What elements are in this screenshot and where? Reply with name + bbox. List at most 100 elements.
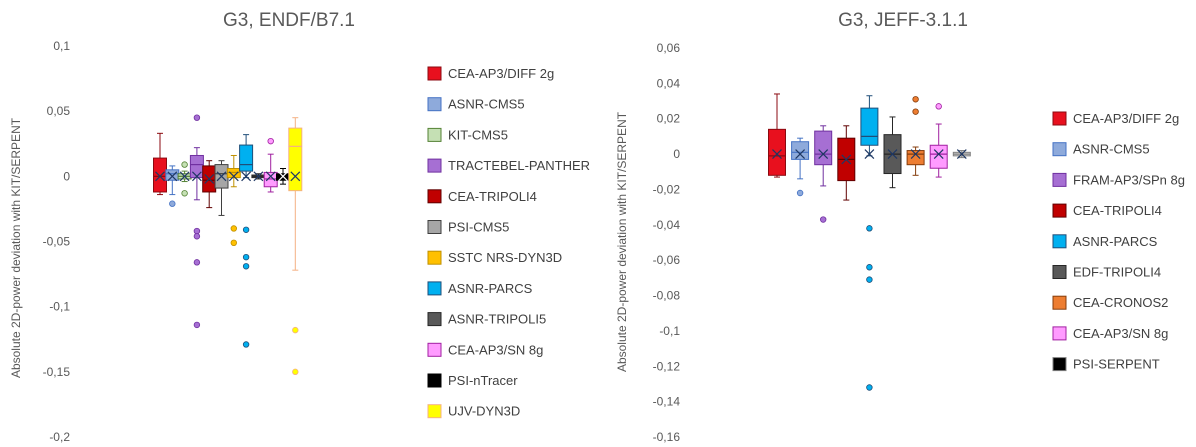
outlier-point (242, 263, 250, 270)
outlier-point (230, 239, 237, 247)
outlier-point (820, 216, 827, 223)
outlier-point (267, 137, 274, 145)
legend-swatch (1052, 265, 1067, 279)
legend-label: CEA-AP3/DIFF 2g (448, 66, 554, 81)
legend-label: CEA-TRIPOLI4 (1073, 203, 1162, 218)
legend-item: SSTC NRS-DYN3D (427, 250, 562, 265)
mean-marker (933, 149, 944, 160)
legend-item: CEA-AP3/SN 8g (1052, 326, 1168, 341)
legend-swatch (1052, 111, 1067, 126)
y-tick-label: -0,1 (49, 300, 70, 314)
legend-label: CEA-AP3/SN 8g (448, 342, 543, 357)
legend-swatch (1052, 295, 1067, 310)
y-tick-label: -0,02 (653, 182, 681, 196)
y-tick-label: -0,12 (653, 359, 681, 373)
mean-marker (265, 171, 276, 182)
legend-swatch (1052, 357, 1067, 372)
mean-marker (841, 154, 852, 165)
legend-label: ASNR-CMS5 (448, 97, 525, 112)
y-tick-label: -0,15 (43, 365, 71, 379)
legend-label: KIT-CMS5 (448, 127, 508, 142)
box-plot-sstc-nrs-dyn3d (226, 154, 241, 247)
box-plot-asnr-parcs (860, 95, 879, 391)
box (768, 128, 786, 176)
box (929, 144, 948, 169)
legend-swatch (427, 250, 442, 265)
outlier-point (230, 225, 237, 232)
box-plot-edf-tripoli4 (883, 116, 902, 189)
legend-swatch (1052, 142, 1067, 157)
box (226, 168, 241, 179)
legend-label: ASNR-PARCS (1073, 234, 1158, 249)
box-plot-psi-ntracer (276, 168, 290, 185)
legend-swatch (1052, 326, 1067, 341)
outlier-point (242, 253, 250, 261)
box-plot-cea-cronos2 (906, 96, 925, 176)
box-plot-asnr-parcs (239, 134, 254, 348)
box-plot-asnr-cms5 (165, 165, 180, 207)
legend-item: PSI-SERPENT (1052, 357, 1160, 372)
box (906, 150, 925, 166)
legend-item: ASNR-CMS5 (427, 97, 525, 112)
y-tick-label: 0,05 (47, 104, 71, 118)
legend-swatch (427, 158, 442, 173)
outlier-point (935, 103, 942, 110)
legend-swatch (427, 281, 442, 296)
outlier-point (242, 341, 250, 348)
y-axis-label: Absolute 2D-power deviation with KIT/SER… (615, 111, 629, 372)
chart-title: G3, JEFF-3.1.1 (838, 10, 968, 31)
box-plot-kit-cms5 (177, 161, 192, 197)
outlier-point (866, 384, 873, 391)
legend-label: PSI-SERPENT (1073, 357, 1160, 372)
legend-item: CEA-CRONOS2 (1052, 295, 1168, 310)
mean-marker (167, 171, 178, 182)
legend-label: ASNR-PARCS (448, 281, 533, 296)
legend-swatch (1052, 203, 1067, 218)
outlier-point (866, 225, 873, 232)
legend-item: EDF-TRIPOLI4 (1052, 265, 1161, 280)
mean-marker (253, 171, 264, 182)
box-plot-psi-cms5 (214, 160, 229, 216)
outlier-point (193, 114, 201, 121)
outlier-point (866, 276, 873, 283)
y-tick-label: 0,04 (657, 76, 681, 90)
mean-marker (241, 171, 252, 182)
legend-item: TRACTEBEL-PANTHER (427, 158, 590, 173)
outlier-point (193, 227, 201, 235)
y-tick-label: -0,16 (653, 430, 681, 444)
legend-swatch (427, 97, 442, 112)
legend-swatch (1052, 172, 1067, 187)
outlier-point (242, 226, 250, 233)
legend-label: UJV-DYN3D (448, 404, 520, 419)
legend-item: CEA-AP3/DIFF 2g (1052, 111, 1179, 126)
legend-label: TRACTEBEL-PANTHER (448, 158, 590, 173)
legend: CEA-AP3/DIFF 2g ASNR-CMS5 KIT-CMS5 TRACTEBE… (427, 66, 590, 419)
mean-marker (818, 149, 829, 160)
box-plot-series (768, 93, 971, 391)
legend-label: ASNR-CMS5 (1073, 142, 1150, 157)
mean-marker (179, 171, 190, 182)
mean-marker (228, 171, 239, 182)
legend-label: CEA-AP3/DIFF 2g (1073, 111, 1179, 126)
outlier-point (193, 321, 201, 329)
box-plot-cea-ap3-sn-8g (263, 137, 278, 193)
legend-item: PSI-CMS5 (427, 220, 509, 235)
legend-item: FRAM-AP3/SPn 8g (1052, 172, 1185, 187)
legend-label: CEA-TRIPOLI4 (448, 189, 537, 204)
box-plot-cea-ap3-diff-2g (153, 132, 167, 196)
y-tick-label: -0,2 (49, 430, 70, 444)
legend-swatch (427, 342, 442, 357)
legend-item: PSI-nTracer (427, 373, 518, 388)
legend-swatch (427, 373, 442, 388)
y-tick-label: 0 (673, 147, 680, 161)
legend-item: ASNR-TRIPOLI5 (427, 312, 546, 327)
y-tick-label: -0,1 (659, 324, 680, 338)
box-plot-cea-ap3-diff-2g (768, 93, 786, 178)
legend-item: CEA-AP3/SN 8g (427, 342, 543, 357)
legend-item: CEA-TRIPOLI4 (427, 189, 537, 204)
legend-label: PSI-CMS5 (448, 220, 509, 235)
box (814, 130, 833, 166)
mean-marker (204, 174, 215, 184)
y-tick-label: 0 (63, 169, 70, 183)
box-plot-tractebel-panther (189, 114, 204, 329)
